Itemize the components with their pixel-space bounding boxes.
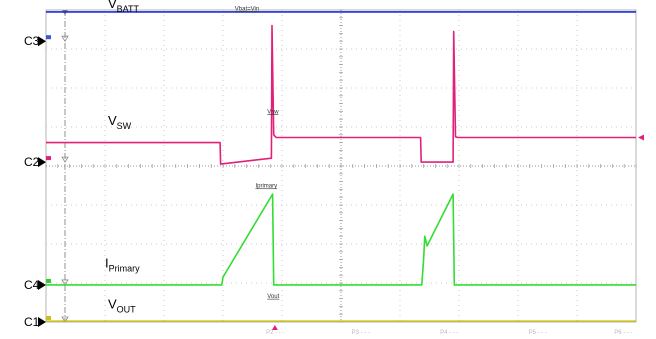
traces (46, 11, 636, 323)
x-axis-tag: P6 - - - (614, 330, 632, 336)
channel-level-tag (46, 156, 51, 161)
x-axis-tag: P3 - - - (352, 330, 370, 336)
channel-label: C1 (24, 315, 40, 329)
trace-annotation: Iprimary (255, 183, 277, 189)
channel-label: C2 (24, 155, 40, 169)
ground-marker (61, 156, 69, 163)
trace-vsw (46, 24, 636, 165)
x-axis-tag: P5 - - - (529, 330, 547, 336)
channel-arrow-icon (38, 36, 46, 47)
channel-arrow-icon (38, 157, 46, 168)
x-axis-tag: P2 - - - (266, 330, 284, 336)
trace-annotation: Vbat=Vin (235, 6, 259, 12)
channel-arrow-icon (38, 317, 46, 327)
ground-marker (61, 279, 69, 286)
trace-label-vsw: VSW (108, 113, 132, 131)
trace-iprimary (46, 193, 636, 286)
trace-annotation: Vout (267, 294, 279, 300)
trace-label-vout: VOUT (108, 296, 136, 314)
channel-level-tag (46, 278, 51, 283)
bottom-trigger-marker (271, 325, 278, 330)
channel-level-tag (46, 316, 51, 320)
trace-annotation: Vsw (267, 109, 279, 115)
x-axis-tag: P4 - - - (440, 330, 458, 336)
ground-marker (61, 35, 69, 42)
ground-marker (61, 316, 69, 323)
channel-label: C4 (24, 278, 40, 292)
trace-label-iprimary: IPrimary (105, 255, 140, 273)
vsw-right-marker (638, 134, 644, 141)
labels: C3 C2 C4 C1 VBATT VSW IPrimary VOUT Vbat=Vin Vsw I… (24, 0, 644, 336)
grid (45, 9, 637, 323)
channel-level-tag (46, 35, 51, 40)
trace-label-vbatt: VBATT (108, 0, 140, 14)
channel-arrow-icon (38, 279, 46, 290)
channel-label: C3 (24, 34, 40, 48)
